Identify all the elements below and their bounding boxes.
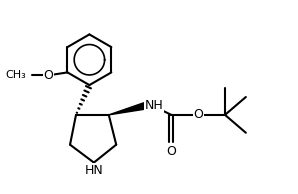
Text: O: O [43, 69, 53, 82]
Text: NH: NH [145, 100, 163, 113]
Text: CH₃: CH₃ [6, 70, 26, 80]
Polygon shape [109, 103, 145, 115]
Text: HN: HN [85, 164, 103, 177]
Text: O: O [193, 108, 203, 121]
Text: O: O [166, 145, 176, 158]
